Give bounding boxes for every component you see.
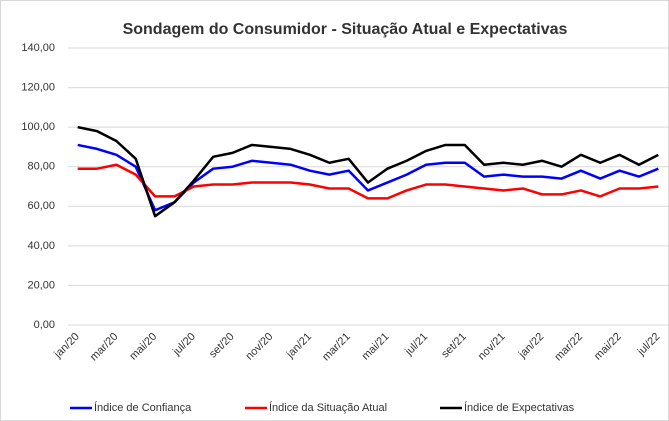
series-line — [77, 125, 659, 218]
legend-item: Índice de Confiança — [70, 401, 192, 414]
legend-item: Índice de Expectativas — [440, 401, 575, 414]
legend-item: Índice da Situação Atual — [245, 401, 387, 414]
y-tick-label: 80,00 — [27, 161, 55, 173]
y-tick-label: 140,00 — [21, 42, 55, 54]
y-tick-label: 20,00 — [27, 279, 55, 291]
y-tick-label: 120,00 — [21, 81, 55, 93]
chart-title: Sondagem do Consumidor - Situação Atual … — [123, 21, 568, 38]
series-line — [77, 163, 659, 200]
legend-label: Índice de Confiança — [94, 401, 192, 414]
y-tick-label: 40,00 — [27, 240, 55, 252]
legend-label: Índice da Situação Atual — [269, 401, 387, 414]
y-tick-label: 100,00 — [21, 121, 55, 133]
legend-label: Índice de Expectativas — [464, 401, 575, 414]
y-tick-label: 60,00 — [27, 200, 55, 212]
y-tick-label: 0,00 — [34, 319, 55, 331]
